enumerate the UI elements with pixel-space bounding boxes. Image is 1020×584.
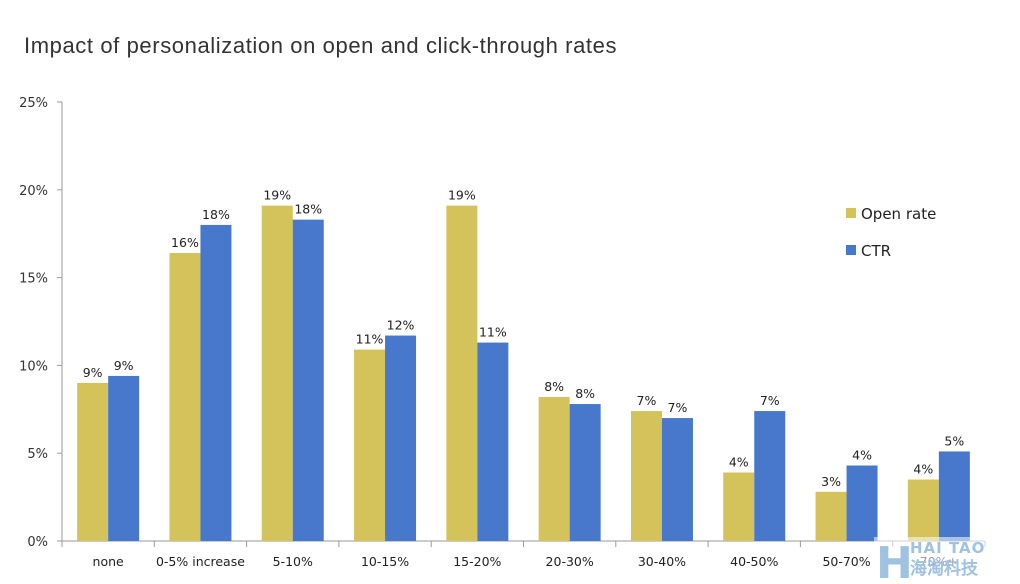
bar-ctr xyxy=(569,404,601,541)
data-label: 9% xyxy=(114,358,134,373)
x-tick-label: 10-15% xyxy=(361,554,409,569)
bar-ctr xyxy=(754,411,786,541)
bar-ctr xyxy=(938,451,970,541)
x-tick-label: none xyxy=(93,554,124,569)
data-label: 19% xyxy=(263,188,291,203)
y-tick-label: 10% xyxy=(19,359,48,374)
y-tick-label: 15% xyxy=(19,272,48,287)
data-label: 11% xyxy=(356,332,384,347)
data-label: 4% xyxy=(913,462,933,477)
bar-ctr xyxy=(385,335,417,541)
x-tick-label: 20-30% xyxy=(546,554,594,569)
data-label: 3% xyxy=(821,474,841,489)
watermark-bg xyxy=(874,537,1010,582)
data-label: 12% xyxy=(387,318,415,333)
bar-open-rate xyxy=(723,472,755,541)
data-label: 9% xyxy=(83,365,103,380)
watermark-text: HAI TAO xyxy=(910,539,985,557)
bar-ctr xyxy=(292,219,324,542)
bar-open-rate xyxy=(354,349,386,541)
data-label: 18% xyxy=(294,202,322,217)
data-label: 7% xyxy=(668,400,688,415)
watermark-letter: H xyxy=(876,538,913,584)
bar-open-rate xyxy=(77,382,109,541)
bar-open-rate xyxy=(630,411,662,541)
data-label: 18% xyxy=(202,207,230,222)
legend-label: CTR xyxy=(861,242,891,260)
data-label: 4% xyxy=(729,455,749,470)
bars xyxy=(77,205,970,542)
legend-swatch xyxy=(846,208,856,218)
watermark-text: 海淘科技 xyxy=(910,558,979,579)
legend: Open rate CTR xyxy=(846,205,936,260)
y-tick-label: 20% xyxy=(19,184,48,199)
bar-open-rate xyxy=(815,491,847,541)
data-label: 8% xyxy=(575,386,595,401)
data-label: 4% xyxy=(852,447,872,462)
bar-open-rate xyxy=(907,479,939,541)
data-label: 5% xyxy=(944,433,964,448)
bar-open-rate xyxy=(446,205,478,541)
bar-open-rate xyxy=(538,397,570,541)
bar-ctr xyxy=(108,375,140,541)
data-label: 16% xyxy=(171,235,199,250)
x-tick-label: 50-70% xyxy=(822,554,870,569)
legend-swatch xyxy=(846,245,856,255)
bar-ctr xyxy=(661,418,693,541)
data-label: 11% xyxy=(479,325,507,340)
y-tick-label: 0% xyxy=(27,535,48,550)
x-tick-label: 30-40% xyxy=(638,554,686,569)
data-label: 7% xyxy=(760,393,780,408)
bar-ctr xyxy=(200,224,232,542)
x-tick-label: 0-5% increase xyxy=(156,554,245,569)
x-tick-label: 5-10% xyxy=(273,554,313,569)
x-tick-label: 40-50% xyxy=(730,554,778,569)
axes: 0% 5% 10% 15% 20% 25% none 0-5% increase 5-10% 10… xyxy=(19,96,986,569)
data-label: 8% xyxy=(544,379,564,394)
data-label: 7% xyxy=(637,393,657,408)
chart-title: Impact of personalization on open and cl… xyxy=(24,33,618,58)
data-labels: 9% 9%16%18%19%18%11%12%19%11%8% 8% 7% 7%4%7%… xyxy=(83,188,965,489)
bar-open-rate xyxy=(169,253,201,542)
bar-open-rate xyxy=(261,205,293,541)
y-tick-label: 25% xyxy=(19,96,48,111)
bar-ctr xyxy=(846,465,878,541)
x-tick-label: 15-20% xyxy=(453,554,501,569)
legend-label: Open rate xyxy=(861,205,936,223)
data-label: 19% xyxy=(448,188,476,203)
bar-ctr xyxy=(477,342,509,541)
y-tick-label: 5% xyxy=(27,447,48,462)
